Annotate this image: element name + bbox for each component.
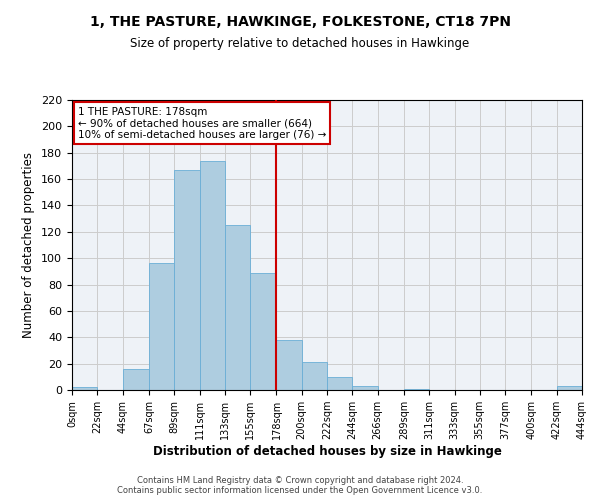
Text: Size of property relative to detached houses in Hawkinge: Size of property relative to detached ho…	[130, 38, 470, 51]
Bar	[352, 386, 377, 390]
Bar	[302, 362, 327, 390]
Y-axis label: Number of detached properties: Number of detached properties	[22, 152, 35, 338]
Bar	[277, 340, 302, 390]
X-axis label: Distribution of detached houses by size in Hawkinge: Distribution of detached houses by size …	[152, 445, 502, 458]
Bar	[557, 386, 582, 390]
Bar	[404, 388, 429, 390]
Bar	[199, 160, 225, 390]
Bar	[122, 369, 149, 390]
Text: 1 THE PASTURE: 178sqm
← 90% of detached houses are smaller (664)
10% of semi-det: 1 THE PASTURE: 178sqm ← 90% of detached …	[78, 106, 326, 140]
Bar	[327, 377, 352, 390]
Bar	[149, 264, 174, 390]
Bar	[225, 225, 250, 390]
Text: 1, THE PASTURE, HAWKINGE, FOLKESTONE, CT18 7PN: 1, THE PASTURE, HAWKINGE, FOLKESTONE, CT…	[89, 15, 511, 29]
Bar	[72, 388, 97, 390]
Bar	[174, 170, 199, 390]
Bar	[250, 272, 277, 390]
Text: Contains HM Land Registry data © Crown copyright and database right 2024.
Contai: Contains HM Land Registry data © Crown c…	[118, 476, 482, 495]
